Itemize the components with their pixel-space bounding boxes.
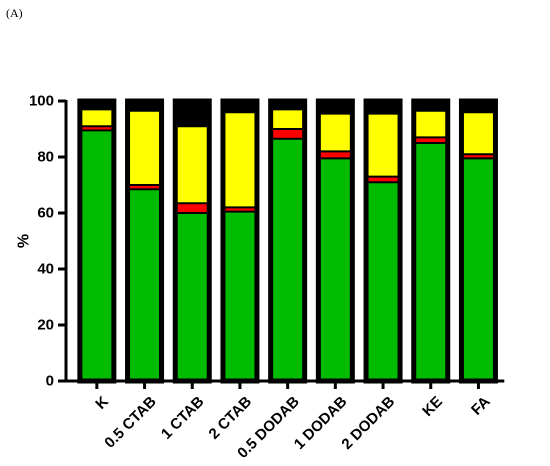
bar-segment-1-ctab-3 [175,101,210,127]
bars-group [77,98,498,384]
bar-segment-1-ctab-0 [175,213,210,381]
x-tick-label-0-5-ctab: 0.5 CTAB [101,393,160,452]
y-axis-label: % [16,234,33,248]
bar-segment-k-2 [79,109,114,127]
bar-segment-fa-1 [461,154,496,159]
y-tick-label-20: 20 [37,317,54,334]
x-tick-label-1-ctab: 1 CTAB [158,393,208,443]
bar-segment-1-ctab-2 [175,126,210,204]
bar-segment-ke-1 [413,137,448,143]
y-tick-label-40: 40 [37,261,54,278]
bar-segment-2-dodab-3 [366,101,401,114]
bar-segment-1-ctab-1 [175,203,210,213]
bar-segment-fa-0 [461,158,496,381]
bar-segment-k-3 [79,101,114,110]
bar-segment-ke-3 [413,101,448,111]
x-tick-label-k: K [92,393,112,413]
bar-segment-2-dodab-2 [366,113,401,177]
bar-segment-ke-0 [413,143,448,381]
bar-segment-fa-3 [461,101,496,113]
bar-segment-2-ctab-1 [222,207,257,212]
bar-segment-2-dodab-1 [366,176,401,183]
x-tick-label-fa: FA [468,393,494,419]
bar-segment-0-5-dodab-3 [270,101,305,110]
bar-segment-0-5-ctab-2 [127,110,162,185]
bar-segment-2-ctab-0 [222,211,257,381]
bar-segment-ke-2 [413,110,448,138]
bar-segment-2-dodab-0 [366,182,401,381]
bar-segment-k-1 [79,126,114,131]
panel-label: (A) [6,6,23,20]
bar-segment-0-5-ctab-1 [127,185,162,190]
bar-segment-k-0 [79,130,114,381]
y-tick-label-60: 60 [37,205,54,222]
bar-segment-1-dodab-1 [318,151,353,159]
bar-segment-2-ctab-3 [222,101,257,113]
bar-segment-0-5-dodab-2 [270,109,305,129]
bar-segment-0-5-dodab-1 [270,129,305,139]
bar-segment-1-dodab-2 [318,113,353,152]
y-tick-label-80: 80 [37,149,54,166]
bar-segment-0-5-dodab-0 [270,138,305,381]
x-tick-label-2-dodab: 2 DODAB [338,393,398,453]
bar-segment-fa-2 [461,112,496,155]
bar-segment-0-5-ctab-3 [127,101,162,111]
bar-segment-0-5-ctab-0 [127,189,162,381]
bar-segment-2-ctab-2 [222,112,257,208]
bar-segment-1-dodab-3 [318,101,353,114]
y-tick-label-0: 0 [46,373,54,390]
bar-segment-1-dodab-0 [318,158,353,381]
x-tick-label-ke: KE [419,393,446,420]
y-tick-label-100: 100 [29,93,54,110]
